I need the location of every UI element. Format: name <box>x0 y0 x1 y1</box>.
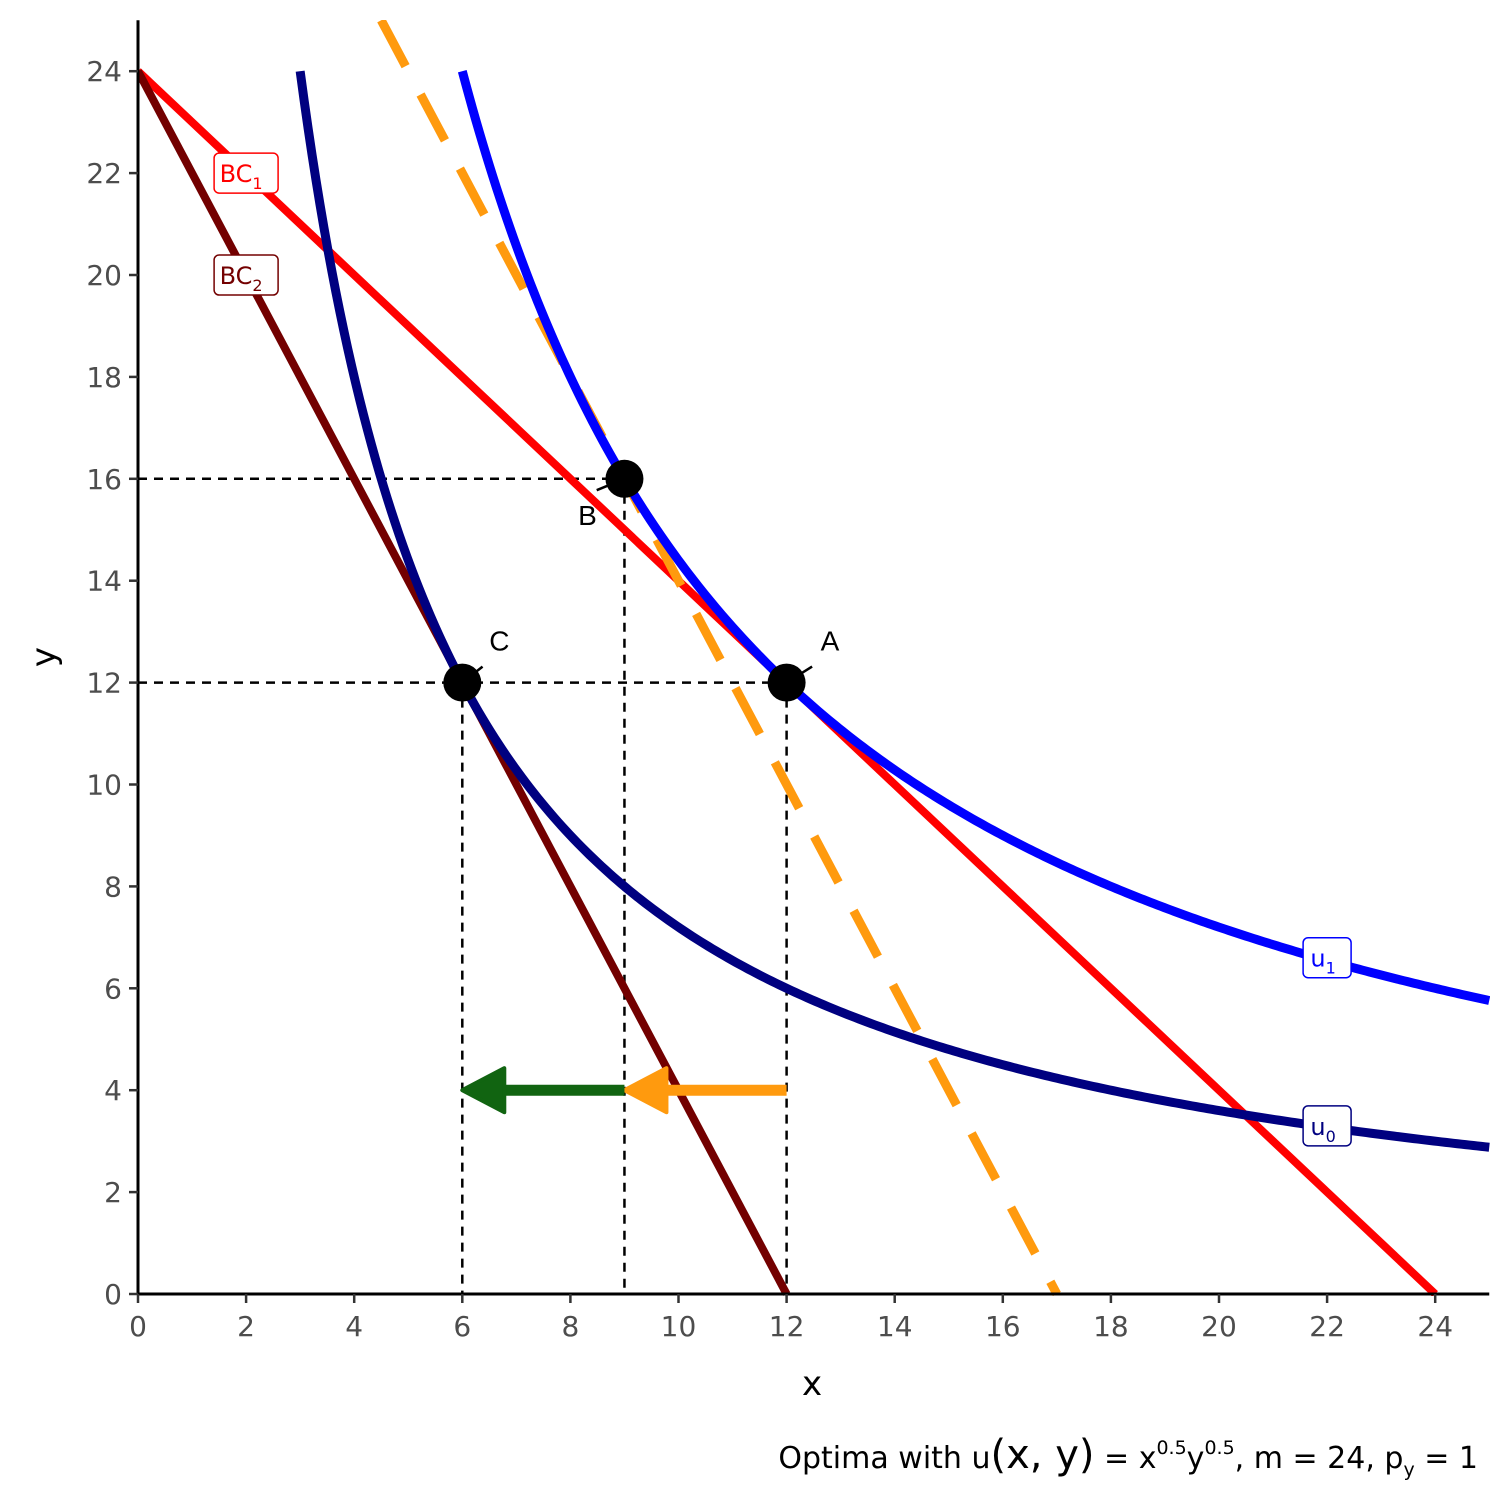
budget-line-bc1-label: BC1 <box>220 160 263 193</box>
x-tick-label-20: 20 <box>1201 1310 1237 1343</box>
substitution-effect-arrow-head <box>622 1066 669 1115</box>
income-effect-arrow-head <box>460 1066 507 1115</box>
indifference-curve-u0-label-box <box>1302 1105 1352 1147</box>
x-tick-label-24: 24 <box>1417 1310 1453 1343</box>
point-c <box>443 663 482 702</box>
x-tick-label-6: 6 <box>453 1310 471 1343</box>
point-a-label: A <box>821 626 840 657</box>
point-c-label: C <box>489 626 509 657</box>
x-tick-label-14: 14 <box>877 1310 913 1343</box>
indifference-curve-u1-label-box <box>1302 936 1352 979</box>
y-tick-label-6: 6 <box>104 972 122 1005</box>
y-tick-label-24: 24 <box>86 55 122 88</box>
indifference-curve-u0 <box>295 70 1490 1152</box>
x-tick-label-0: 0 <box>129 1310 147 1343</box>
indifference-curve-u1-label: u1 <box>1310 945 1335 978</box>
y-axis-title: y <box>24 647 64 667</box>
x-tick-label-4: 4 <box>345 1310 363 1343</box>
chart-caption: Optima with u(x, y) = x0.5y0.5, m = 24, … <box>778 1432 1478 1481</box>
y-tick-label-22: 22 <box>86 157 122 190</box>
x-tick-label-22: 22 <box>1309 1310 1345 1343</box>
x-axis-title: x <box>802 1364 822 1404</box>
budget-line-bc1-label-box <box>213 152 279 194</box>
y-tick-label-14: 14 <box>86 565 122 598</box>
point-b <box>605 459 644 498</box>
point-a <box>767 663 806 702</box>
budget-line-bc2-label: BC2 <box>220 262 263 295</box>
x-tick-label-16: 16 <box>985 1310 1021 1343</box>
x-tick-label-12: 12 <box>769 1310 805 1343</box>
y-tick-label-2: 2 <box>104 1176 122 1209</box>
x-tick-label-2: 2 <box>237 1310 255 1343</box>
y-tick-label-12: 12 <box>86 667 122 700</box>
x-tick-label-18: 18 <box>1093 1310 1129 1343</box>
y-tick-label-20: 20 <box>86 259 122 292</box>
budget-line-bc2-label-box <box>213 254 279 296</box>
point-b-label: B <box>578 500 597 531</box>
y-tick-label-8: 8 <box>104 870 122 903</box>
indifference-curve-u0-label: u0 <box>1310 1113 1335 1146</box>
y-tick-label-0: 0 <box>104 1278 122 1311</box>
y-tick-label-10: 10 <box>86 769 122 802</box>
y-tick-label-18: 18 <box>86 361 122 394</box>
x-tick-label-8: 8 <box>561 1310 579 1343</box>
y-tick-label-4: 4 <box>104 1074 122 1107</box>
compensated-budget-line <box>377 20 1061 1296</box>
y-tick-label-16: 16 <box>86 463 122 496</box>
x-tick-label-10: 10 <box>661 1310 697 1343</box>
